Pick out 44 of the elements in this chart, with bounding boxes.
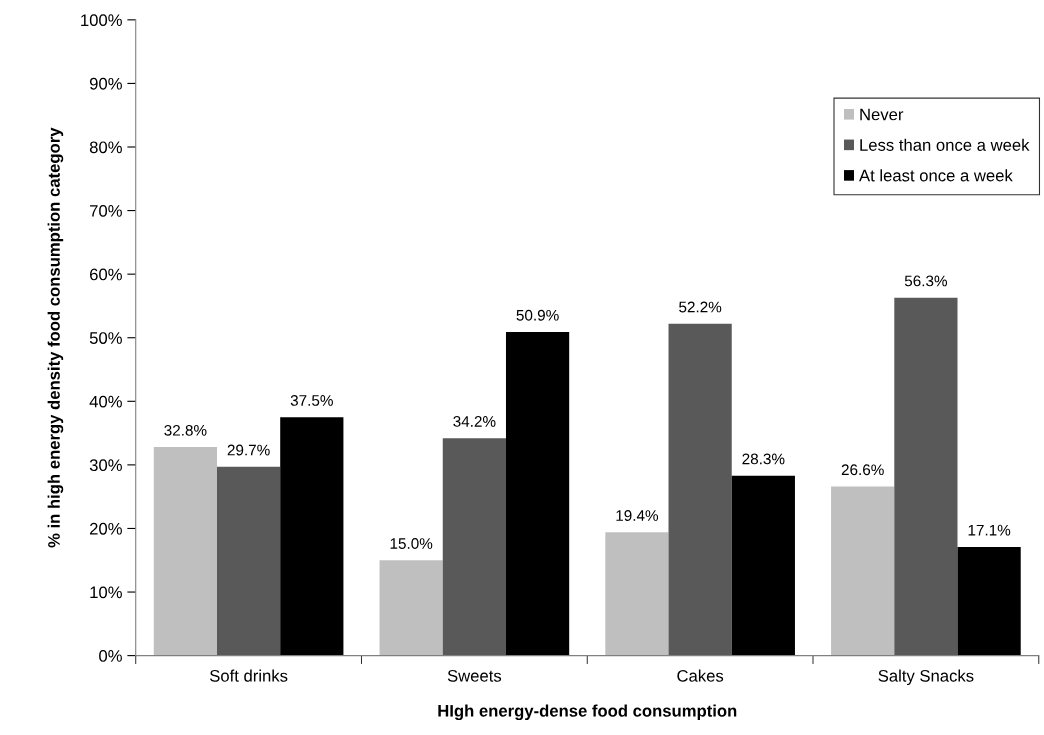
bar xyxy=(217,466,281,656)
y-tick-label: 60% xyxy=(90,268,122,281)
legend-label: Less than once a week xyxy=(860,138,1030,151)
bar xyxy=(894,297,958,656)
x-axis-title: HIgh energy-dense food consumption xyxy=(438,704,737,721)
data-label: 37.5% xyxy=(290,395,333,406)
data-label: 19.4% xyxy=(616,510,659,521)
data-label: 32.8% xyxy=(164,424,207,436)
bar xyxy=(505,332,570,656)
data-label: 50.9% xyxy=(516,309,559,321)
y-axis-title: % in high energy density food consumption category xyxy=(47,127,64,548)
y-tick-label: 40% xyxy=(89,395,122,408)
data-label: 26.6% xyxy=(841,464,884,476)
data-label: 17.1% xyxy=(968,524,1011,536)
y-tick-label: 30% xyxy=(89,459,122,472)
bar xyxy=(442,438,506,656)
legend-label: Never xyxy=(860,108,904,121)
bar xyxy=(280,417,344,656)
bar xyxy=(831,486,895,656)
data-label: 15.0% xyxy=(390,538,433,549)
bar xyxy=(605,532,669,656)
y-tick-label: 70% xyxy=(90,204,122,217)
bar xyxy=(153,447,217,656)
bar xyxy=(731,475,795,656)
x-tick-label: Cakes xyxy=(677,669,724,682)
data-label: 28.3% xyxy=(742,453,785,465)
x-tick-label: Salty Snacks xyxy=(878,669,974,686)
bar xyxy=(668,323,732,656)
y-tick-label: 100% xyxy=(81,14,122,27)
y-tick-label: 50% xyxy=(89,332,122,344)
y-tick-label: 10% xyxy=(90,586,122,599)
data-label: 52.2% xyxy=(679,301,722,313)
y-tick-label: 0% xyxy=(99,650,122,662)
data-label: 56.3% xyxy=(904,275,948,287)
x-tick-label: Soft drinks xyxy=(209,669,288,682)
y-tick-label: 90% xyxy=(89,77,122,90)
x-tick-label: Sweets xyxy=(447,669,502,682)
y-tick-label: 80% xyxy=(89,141,122,154)
y-tick-label: 20% xyxy=(90,522,122,535)
data-label: 29.7% xyxy=(227,444,270,456)
legend-label: At least once a week xyxy=(859,169,1013,182)
bar xyxy=(379,560,443,656)
bar xyxy=(957,546,1021,656)
data-label: 34.2% xyxy=(453,416,496,427)
